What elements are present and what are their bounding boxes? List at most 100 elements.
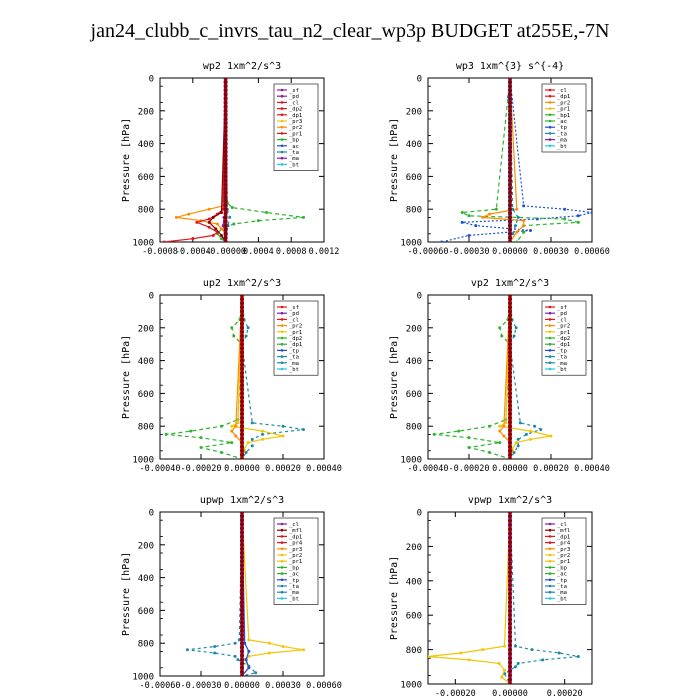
chart-title: up2 1xm^2/s^3 — [203, 278, 281, 289]
zero-profile-marker — [240, 366, 244, 371]
x-tick-label: 0.00000 — [224, 464, 260, 474]
zero-profile-marker — [508, 112, 512, 117]
legend-item-label: _ac — [557, 119, 567, 125]
series-point — [467, 233, 471, 237]
zero-profile-marker — [508, 630, 512, 635]
zero-profile-marker — [508, 366, 512, 371]
series-point — [211, 233, 215, 237]
y-tick-label: 0 — [149, 509, 154, 519]
zero-profile-marker — [240, 391, 244, 396]
series-point — [467, 446, 471, 450]
zero-profile-marker — [508, 158, 512, 162]
zero-profile-marker — [508, 574, 512, 579]
series-point — [207, 207, 211, 211]
zero-profile-marker — [508, 557, 512, 562]
zero-profile-marker — [223, 211, 228, 216]
y-tick-label: 400 — [406, 140, 422, 150]
series-point — [199, 446, 203, 450]
y-tick-label: 400 — [406, 577, 422, 587]
legend-swatch-marker — [548, 330, 552, 334]
series-point — [488, 450, 491, 454]
legend-item-label: _sf — [289, 88, 299, 94]
series-point — [236, 658, 240, 662]
series-point — [529, 437, 532, 441]
zero-profile-marker — [508, 84, 512, 89]
series-point — [247, 638, 251, 642]
zero-profile-marker — [508, 133, 512, 138]
legend-item-label: _dp1 — [289, 342, 302, 348]
series-point — [254, 671, 258, 675]
legend-item-label: _mfl — [289, 528, 302, 534]
zero-profile-marker — [508, 100, 512, 105]
legend-item-label: _ac — [557, 572, 567, 578]
x-tick-label: 0.00030 — [265, 681, 301, 691]
chart-title: upwp 1xm^2/s^3 — [200, 495, 284, 506]
series-point — [515, 240, 519, 242]
legend-item-label: _cl — [289, 522, 299, 528]
legend-item-label: _pr1 — [289, 131, 302, 137]
series-point — [457, 429, 461, 433]
y-tick-label: 800 — [406, 423, 422, 433]
legend-item-label: _ac — [289, 572, 299, 578]
x-tick-label: -0.00020 — [181, 464, 222, 474]
legend-swatch-marker — [280, 559, 284, 563]
y-tick-label: 400 — [138, 357, 154, 367]
x-tick-label: -0.00020 — [435, 689, 476, 699]
zero-profile-marker — [508, 149, 512, 154]
zero-profile-marker — [240, 334, 244, 338]
series-group — [164, 295, 305, 459]
legend-item-label: _pr1 — [289, 330, 302, 336]
legend-swatch-marker — [548, 88, 552, 92]
series-point — [460, 220, 464, 224]
legend-item-label: _ta — [289, 355, 299, 361]
legend-swatch-marker — [280, 113, 284, 117]
legend-swatch-marker — [548, 336, 552, 340]
y-tick-label: 200 — [406, 107, 422, 117]
series-point — [220, 450, 223, 454]
x-tick-label: 0.00000 — [492, 689, 528, 699]
series-point — [246, 441, 250, 445]
legend-swatch-marker — [280, 572, 284, 575]
series-point — [230, 326, 234, 330]
zero-profile-marker — [223, 112, 228, 117]
legend-item-label: _bp — [557, 565, 567, 571]
zero-profile-marker — [223, 129, 228, 134]
legend-item-label: _dp1 — [557, 342, 570, 348]
series-point — [191, 237, 195, 241]
legend-item-label: _ma — [557, 590, 567, 596]
chart-panel-1: wp2 1xm^2/s^3 Pressure [hPa] 0 200 400 600 800… — [121, 61, 339, 257]
legend-item-label: _pr3 — [289, 119, 302, 125]
zero-profile-marker — [508, 317, 512, 322]
zero-profile-marker — [508, 403, 512, 408]
series-point — [302, 215, 305, 219]
series-group — [162, 78, 305, 242]
series-point — [246, 326, 250, 330]
zero-profile-marker — [223, 158, 228, 162]
series-point — [256, 219, 260, 223]
legend-item-label: _pr3 — [289, 547, 302, 553]
series-point — [516, 661, 520, 665]
series-point — [185, 648, 189, 652]
legend-item-label: _sf — [289, 305, 299, 311]
zero-profile-marker — [508, 596, 512, 600]
zero-profile-marker — [508, 207, 512, 212]
zero-profile-marker — [240, 518, 244, 523]
zero-profile-marker — [508, 457, 512, 459]
series-point — [211, 215, 215, 219]
zero-profile-marker — [508, 362, 512, 367]
x-tick-label: 0.0008 — [276, 247, 307, 257]
zero-profile-marker — [508, 660, 512, 665]
zero-profile-marker — [240, 370, 244, 375]
series-point — [232, 334, 236, 338]
legend-item-label: _bp — [289, 138, 299, 144]
x-tick-label: -0.00000 — [205, 247, 246, 257]
legend-swatch-marker — [280, 566, 284, 569]
zero-profile-marker — [223, 137, 228, 142]
zero-profile-marker — [508, 626, 512, 631]
legend-swatch-marker — [280, 590, 284, 594]
series-point — [207, 220, 211, 224]
legend-swatch-marker — [548, 522, 552, 526]
zero-profile-marker — [223, 80, 228, 85]
series-point — [432, 432, 436, 436]
series-point — [576, 654, 580, 658]
